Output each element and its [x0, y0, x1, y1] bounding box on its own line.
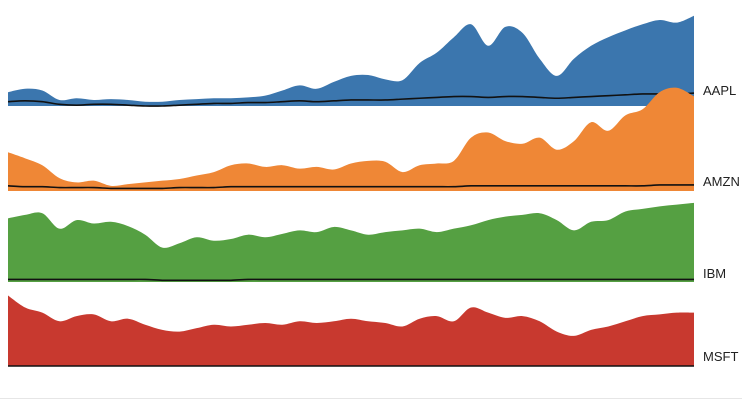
- baseline-aapl: [7, 92, 695, 107]
- area-ibm: [8, 202, 694, 282]
- area-amzn: [8, 87, 694, 191]
- series-bands: [7, 15, 695, 367]
- series-label-msft: MSFT: [703, 349, 738, 364]
- baseline-amzn: [7, 184, 694, 190]
- series-label-ibm: IBM: [703, 266, 726, 281]
- series-labels: AAPL AMZN IBM MSFT: [703, 83, 740, 364]
- series-label-aapl: AAPL: [703, 83, 736, 98]
- area-msft: [8, 295, 694, 366]
- series-label-amzn: AMZN: [703, 174, 740, 189]
- bottom-divider: [0, 398, 742, 399]
- area-aapl: [8, 15, 694, 107]
- baseline-ibm: [7, 278, 694, 282]
